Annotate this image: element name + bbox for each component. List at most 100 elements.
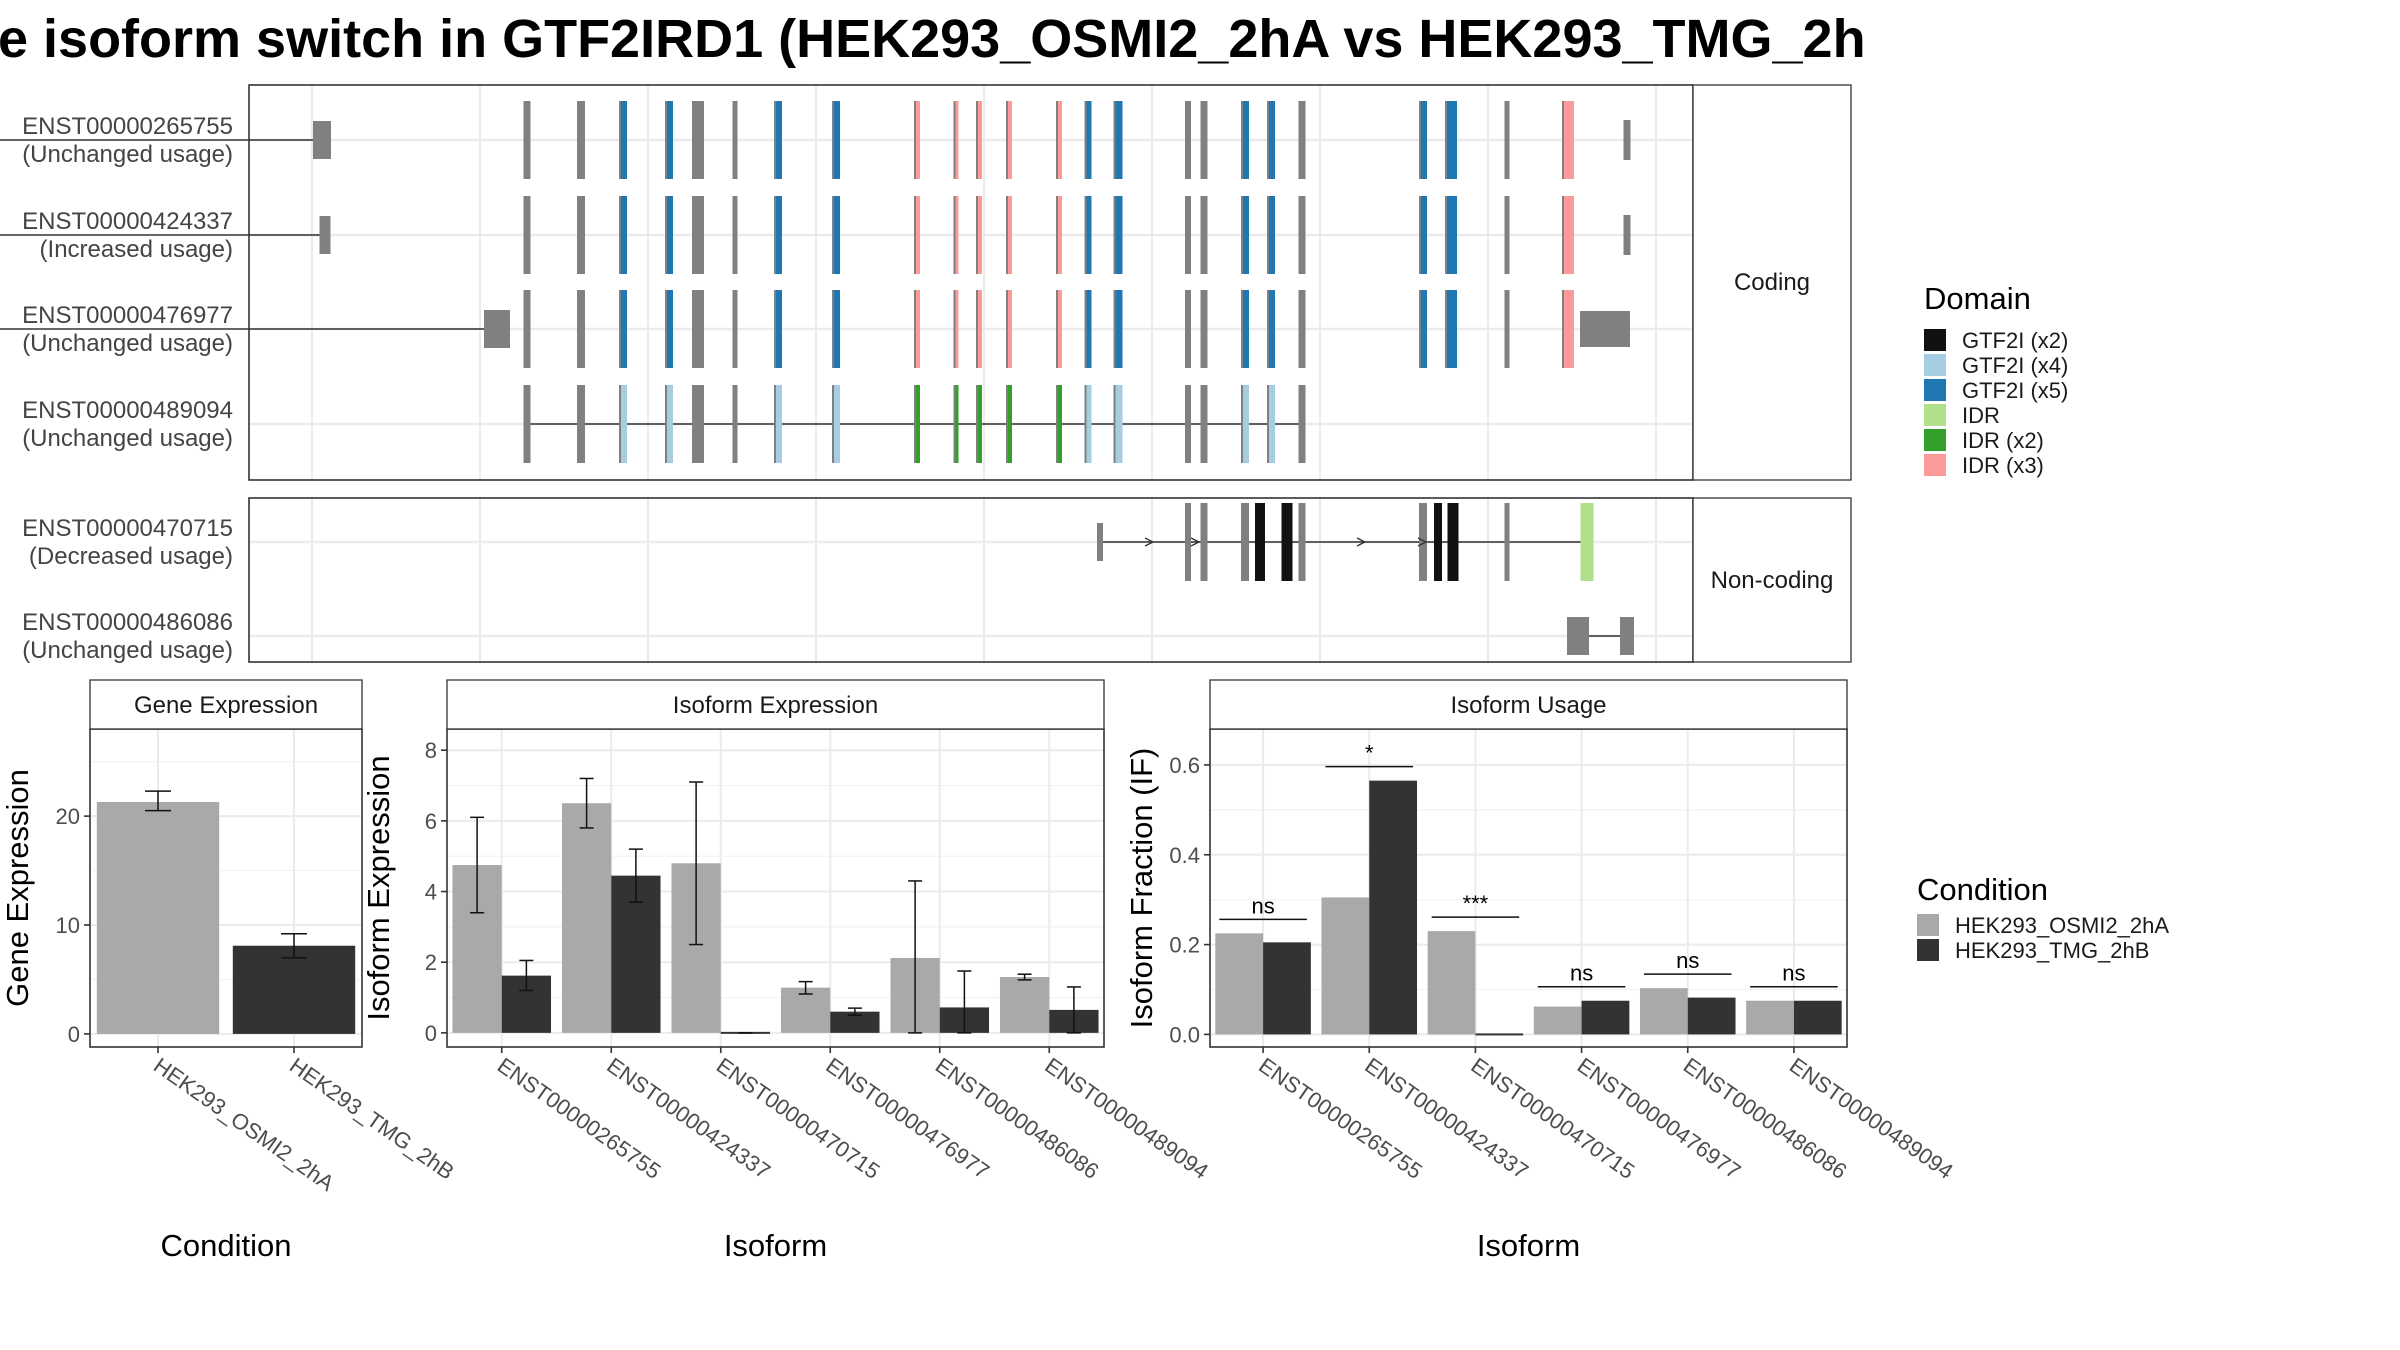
utr-exon (313, 121, 331, 159)
exon-edge (1445, 290, 1447, 368)
domain-exon (1447, 503, 1459, 581)
exon-edge (976, 196, 978, 274)
exon-edge (1241, 290, 1243, 368)
x-axis-title: Condition (161, 1228, 292, 1263)
panel-strip-label: Isoform Expression (673, 692, 878, 719)
significance-label: ns (1676, 948, 1699, 973)
domain-legend-item: IDR (1962, 403, 2000, 428)
exon-edge (619, 385, 621, 463)
y-tick-label: 8 (425, 738, 437, 763)
y-tick-label: 0.4 (1169, 843, 1200, 868)
domain-exon (1084, 196, 1092, 274)
transcript-id-label: ENST00000470715 (22, 515, 233, 542)
domain-exon (914, 385, 920, 463)
domain-exon (1267, 196, 1275, 274)
domain-exon (832, 290, 840, 368)
utr-exon (319, 216, 331, 254)
exon-edge (976, 101, 978, 179)
exon-edge (1241, 385, 1243, 463)
exon (523, 101, 531, 179)
condition-legend-item: HEK293_OSMI2_2hA (1955, 913, 2169, 938)
domain-exon (1241, 196, 1249, 274)
domain-legend-item: IDR (x2) (1962, 428, 2044, 453)
y-tick-label: 20 (56, 804, 80, 829)
exon (1241, 503, 1249, 581)
transcript-usage-label: (Unchanged usage) (22, 330, 233, 357)
legend-swatch (1924, 329, 1946, 351)
domain-exon (1113, 385, 1123, 463)
exon-edge (1113, 101, 1116, 179)
exon-edge (1006, 101, 1008, 179)
legend-swatch (1917, 914, 1939, 936)
domain-exon (619, 101, 627, 179)
exon (1097, 523, 1103, 561)
exon-edge (1241, 196, 1243, 274)
transcript-usage-label: (Unchanged usage) (22, 141, 233, 168)
transcript-id-label: ENST00000476977 (22, 302, 233, 329)
exon (732, 385, 738, 463)
exon-edge (1562, 290, 1564, 368)
exon-edge (1445, 196, 1447, 274)
structure-panel-bg (249, 85, 1693, 480)
y-axis-title: Isoform Fraction (IF) (1124, 748, 1159, 1029)
exon (1298, 101, 1306, 179)
exon-edge (774, 290, 776, 368)
y-axis-title: Isoform Expression (361, 755, 396, 1020)
legend-swatch (1924, 404, 1946, 426)
significance-label: * (1365, 741, 1374, 766)
exon (577, 290, 585, 368)
domain-exon (1241, 385, 1249, 463)
exon-edge (1006, 290, 1008, 368)
bar (1475, 1033, 1524, 1036)
domain-exon (1241, 290, 1249, 368)
transcript-usage-label: (Increased usage) (40, 236, 233, 263)
domain-exon (1113, 101, 1123, 179)
domain-exon (1056, 290, 1062, 368)
utr-exon (484, 310, 510, 348)
exon (523, 385, 531, 463)
exon-edge (1241, 101, 1243, 179)
domain-exon (953, 196, 959, 274)
exon (1200, 196, 1208, 274)
legend-swatch (1924, 454, 1946, 476)
bar (1533, 1006, 1582, 1035)
domain-exon (1445, 290, 1457, 368)
noncoding-strip-label: Non-coding (1711, 567, 1834, 594)
exon-edge (1445, 101, 1447, 179)
exon (1504, 290, 1510, 368)
bar (1746, 1000, 1794, 1035)
strand-arrow (1144, 537, 1155, 547)
exon-edge (1084, 290, 1087, 368)
domain-exon (1445, 196, 1457, 274)
exon-edge (1006, 385, 1008, 463)
exon (692, 196, 704, 274)
exon-edge (1562, 196, 1564, 274)
exon (577, 385, 585, 463)
exon-edge (832, 101, 834, 179)
significance-label: ns (1782, 961, 1805, 986)
exon (1185, 385, 1191, 463)
panel-bg (1210, 729, 1847, 1047)
domain-exon (914, 290, 920, 368)
bar (1263, 942, 1311, 1035)
panel-strip (1209, 679, 1848, 730)
bar (1215, 933, 1264, 1035)
exon-edge (1267, 385, 1269, 463)
exon (732, 290, 738, 368)
exon-edge (914, 196, 916, 274)
bar (1793, 1000, 1842, 1035)
y-tick-label: 6 (425, 809, 437, 834)
exon-edge (953, 290, 956, 368)
exon (577, 101, 585, 179)
utr-exon (1623, 215, 1631, 255)
exon (1620, 617, 1634, 655)
domain-exon (1255, 503, 1265, 581)
structure-panel-bg (249, 498, 1693, 662)
y-tick-label: 0.2 (1169, 933, 1200, 958)
domain-exon (665, 196, 673, 274)
domain-exon (665, 385, 673, 463)
coding-strip-label: Coding (1734, 269, 1810, 296)
exon (1200, 290, 1208, 368)
domain-legend-title: Domain (1924, 281, 2031, 316)
exon-edge (1267, 101, 1269, 179)
